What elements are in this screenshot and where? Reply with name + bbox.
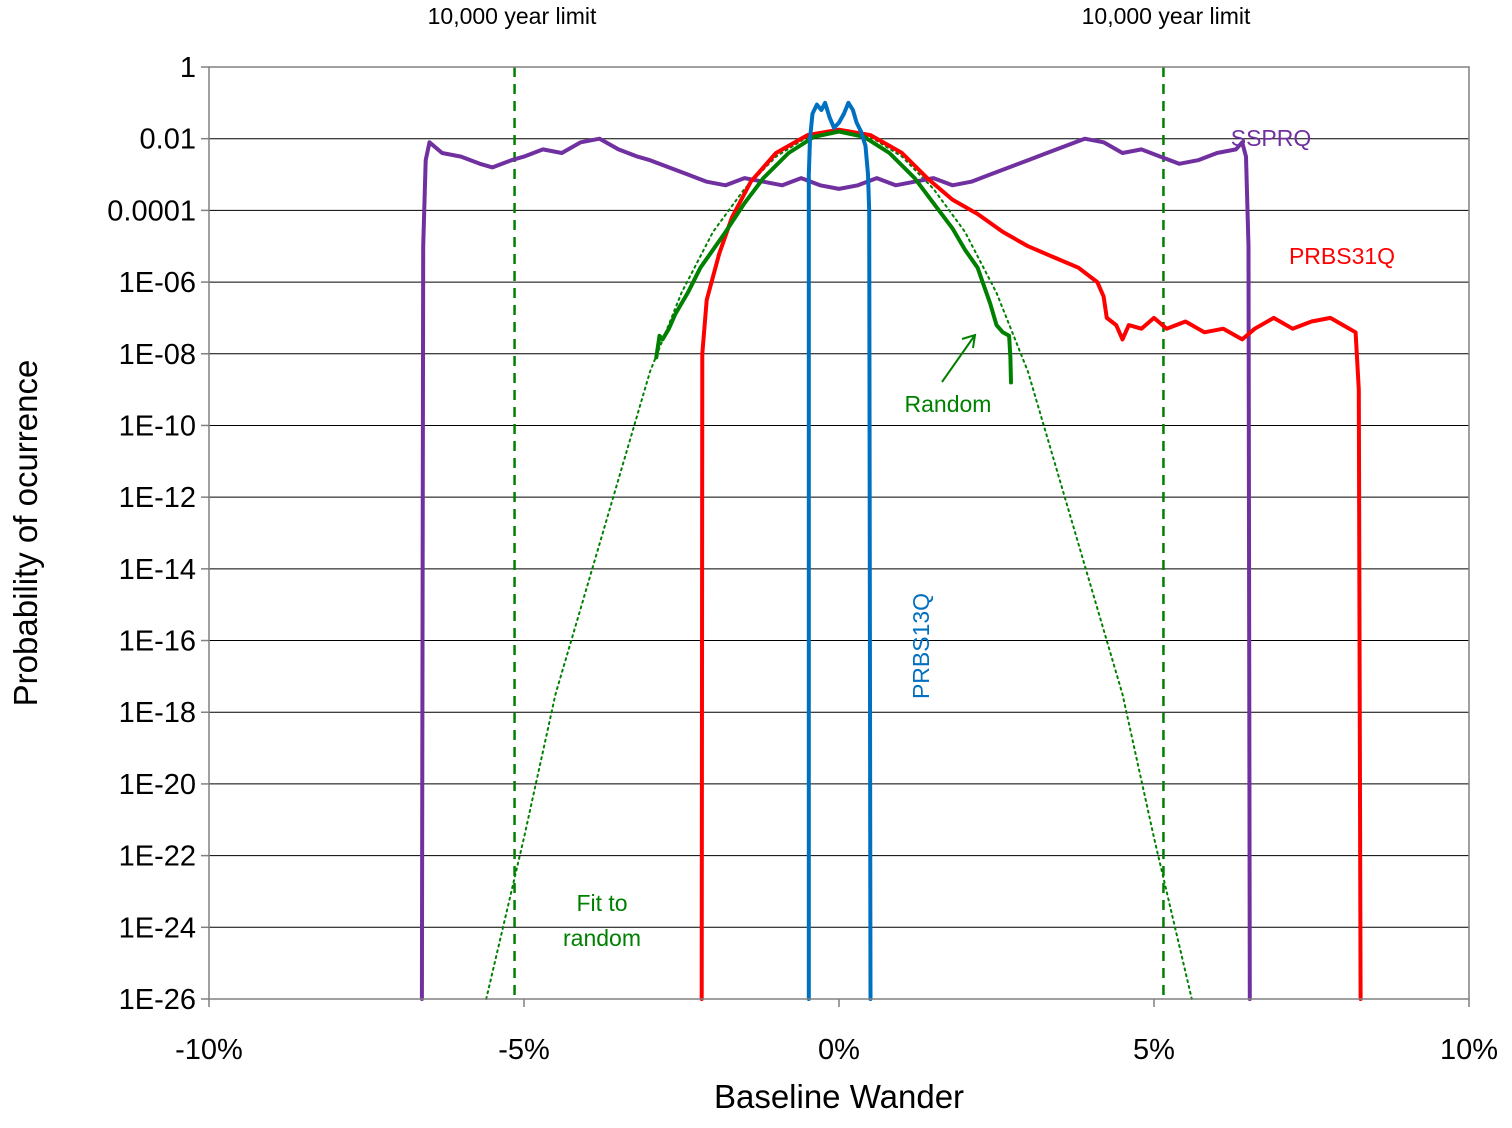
fit-to-random-label-line1: Fit to — [576, 890, 627, 916]
y-tick-label: 1E-26 — [119, 984, 196, 1016]
fit-to-random-label-line2: random — [563, 925, 641, 951]
y-tick-label: 0.0001 — [107, 195, 196, 227]
y-tick-label: 1E-12 — [119, 482, 196, 514]
gridlines — [209, 138, 1469, 1000]
y-tick-label: 1E-18 — [119, 697, 196, 729]
series-line-prbs13q — [806, 100, 873, 1001]
random-pointer-arrow — [941, 334, 976, 383]
right-limit-label: 10,000 year limit — [1082, 3, 1251, 29]
x-axis-ticks: -10% -5% 0% 5% 10% — [175, 999, 1498, 1066]
x-axis-title: Baseline Wander — [714, 1078, 964, 1115]
y-tick-label: 1E-10 — [119, 410, 196, 442]
y-tick-label: 1E-08 — [119, 339, 196, 371]
y-tick-label: 1E-24 — [119, 912, 196, 944]
x-tick-label: 10% — [1440, 1034, 1498, 1066]
y-tick-label: 1E-22 — [119, 841, 196, 873]
x-tick-label: 5% — [1133, 1034, 1175, 1066]
series-line-prbs31q — [699, 127, 1363, 1001]
y-tick-label: 0.01 — [140, 124, 196, 156]
plot-frame — [208, 66, 1470, 1000]
y-tick-label: 1E-14 — [119, 554, 196, 586]
random-label: Random — [905, 391, 992, 417]
left-limit-label: 10,000 year limit — [428, 3, 597, 29]
prbs13q-label: PRBS13Q — [908, 593, 934, 699]
y-tick-label: 1E-20 — [119, 769, 196, 801]
y-tick-label: 1E-06 — [119, 267, 196, 299]
x-tick-label: -5% — [498, 1034, 550, 1066]
y-axis-title: Probability of ocurrence — [7, 360, 44, 707]
prbs31q-label: PRBS31Q — [1289, 243, 1395, 269]
series-group — [419, 100, 1363, 1001]
y-axis-ticks: 1 0.01 0.0001 1E-06 1E-08 1E-10 1E-12 1E-14 1E-1… — [107, 52, 209, 1016]
y-tick-label: 1E-16 — [119, 626, 196, 658]
x-tick-label: 0% — [818, 1034, 860, 1066]
ssprq-label: SSPRQ — [1231, 125, 1312, 151]
series-line-fit-to-random — [485, 130, 1193, 1000]
reference-lines — [513, 67, 1165, 999]
y-tick-label: 1 — [180, 52, 196, 84]
series-line-random — [654, 129, 1013, 385]
series-line-ssprq — [419, 136, 1252, 1001]
x-tick-label: -10% — [175, 1034, 243, 1066]
random-pointer-arrowhead — [961, 333, 977, 349]
